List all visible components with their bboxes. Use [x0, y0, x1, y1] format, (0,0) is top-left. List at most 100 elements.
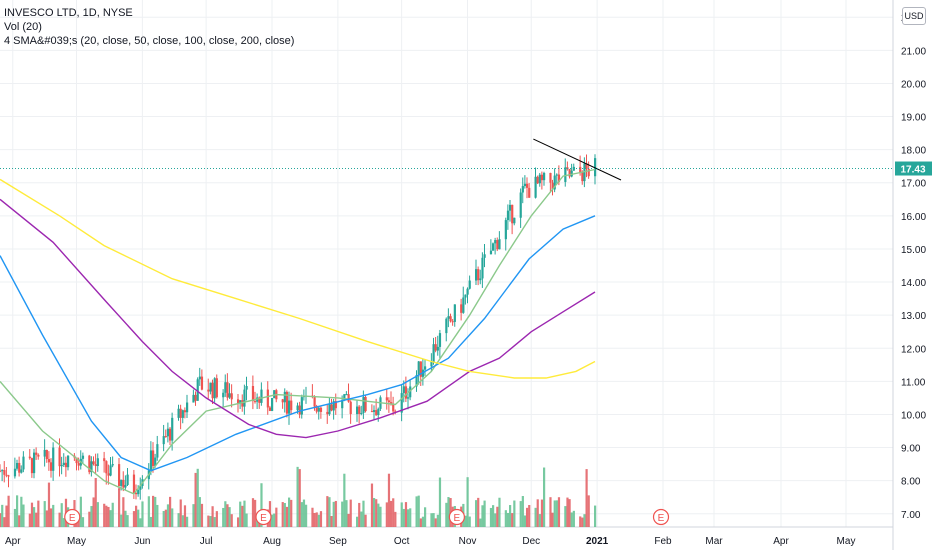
candle-body [460, 304, 463, 313]
volume-bar [237, 517, 240, 527]
volume-bar [566, 497, 569, 527]
candle-body [585, 163, 588, 169]
candle-body [181, 410, 184, 418]
candle-body [20, 469, 23, 473]
volume-bar [241, 505, 244, 527]
volume-bar [375, 499, 378, 527]
volume-bar [94, 477, 97, 527]
y-tick-label: 16.00 [901, 212, 926, 223]
volume-bar [228, 507, 231, 527]
candle-body [400, 393, 403, 413]
volume-bar [347, 513, 350, 527]
volume-bar [137, 509, 140, 527]
volume-bar [13, 508, 17, 527]
candle-body [513, 217, 516, 224]
volume-bar [447, 497, 450, 527]
candle-body [107, 473, 110, 476]
candle-body [222, 392, 225, 398]
y-tick-label: 7.00 [901, 510, 921, 521]
candle-body [228, 393, 231, 398]
currency-button[interactable]: USD [902, 7, 926, 25]
volume-bar [0, 513, 2, 527]
volume-bar [536, 499, 539, 527]
candle-body [494, 240, 497, 244]
earnings-marker[interactable] [652, 508, 670, 526]
candle-body [553, 175, 556, 190]
x-tick-label: Feb [654, 536, 672, 547]
candle-body [22, 456, 25, 470]
symbol-title[interactable]: INVESCO LTD, 1D, NYSE [4, 7, 133, 19]
candle-body [409, 386, 412, 398]
candle-body [118, 464, 121, 486]
volume-bar [377, 503, 380, 527]
candle-body [77, 463, 80, 466]
candle-body [511, 204, 514, 224]
volume-bar [394, 511, 397, 527]
volume-bar [360, 511, 363, 527]
candle-body [328, 404, 331, 415]
volume-bar [583, 514, 586, 527]
volume-bar [179, 499, 182, 527]
candle-body [196, 379, 199, 401]
volume-bar [50, 508, 53, 527]
volume-bar [79, 496, 82, 527]
volume-bar [132, 511, 136, 527]
x-tick-label: Aug [263, 536, 281, 547]
sma-indicator-label[interactable]: 4 SMA&#039;s (20, close, 50, close, 100,… [4, 35, 295, 47]
candle-body [35, 452, 38, 455]
x-tick-label: Oct [394, 536, 410, 547]
volume-bar [475, 500, 478, 527]
candle-body [266, 389, 269, 408]
volume-bar [169, 496, 172, 527]
candle-body [594, 158, 597, 177]
candle-body [254, 401, 257, 403]
volume-bar [373, 498, 376, 527]
volume-bar [319, 511, 323, 527]
volume-bar [370, 483, 374, 527]
volume-bar [328, 497, 331, 527]
volume-bar [311, 507, 314, 527]
volume-bar [58, 512, 61, 527]
volume-bar [124, 510, 127, 527]
volume-bar [149, 516, 153, 527]
candle-body [362, 396, 365, 413]
candle-body [243, 389, 246, 407]
candle-body [326, 411, 329, 415]
candle-body [30, 458, 34, 474]
volume-bar [570, 512, 573, 527]
candle-body [419, 361, 422, 377]
volume-bar [211, 506, 214, 527]
volume-bar [528, 505, 531, 527]
candle-body [283, 391, 286, 403]
candle-body [81, 455, 85, 459]
volume-bar [317, 514, 320, 527]
volume-bar [534, 507, 537, 527]
y-tick-label: 18.00 [901, 146, 926, 157]
volume-bar [147, 496, 150, 527]
candle-body [334, 401, 337, 409]
earnings-marker[interactable] [448, 508, 465, 526]
volume-bar [305, 504, 308, 527]
volume-bar [156, 504, 159, 527]
volume-indicator-label[interactable]: Vol (20) [4, 21, 42, 33]
earnings-marker[interactable] [255, 508, 272, 526]
volume-bar [436, 514, 439, 527]
candle-body [33, 452, 36, 474]
volume-bar [438, 477, 442, 527]
candle-body [356, 406, 359, 415]
candle-body [177, 408, 180, 418]
candle-body [438, 333, 442, 347]
volume-bar [141, 501, 144, 527]
volume-bar [273, 513, 276, 527]
volume-bar [509, 505, 512, 527]
volume-bar [18, 515, 21, 527]
candle-body [557, 174, 561, 182]
volume-bar [564, 506, 567, 527]
earnings-marker[interactable] [64, 508, 81, 526]
volume-bar [28, 513, 31, 527]
candle-body [251, 386, 255, 402]
candle-body [75, 457, 78, 464]
volume-bar [183, 505, 187, 527]
